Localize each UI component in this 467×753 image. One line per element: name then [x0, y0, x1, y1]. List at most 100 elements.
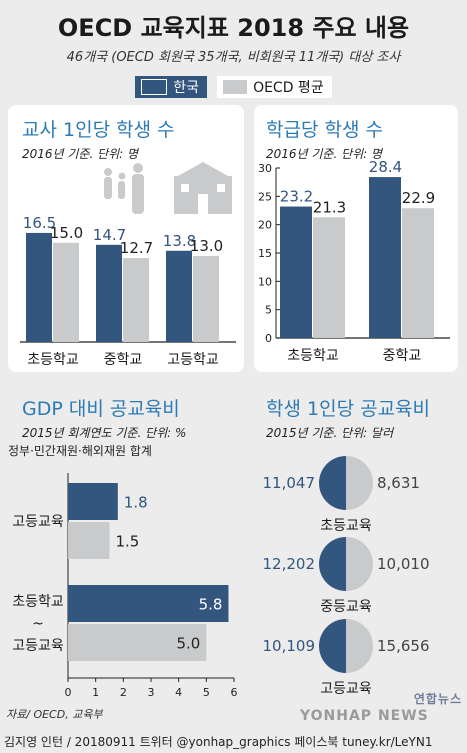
teacher-value-label: 15.0 — [50, 224, 83, 242]
spend-oecd-label: 15,656 — [377, 637, 430, 655]
spend-pie-oecd — [346, 619, 373, 673]
spend-pie-oecd — [346, 537, 373, 591]
spend-korea-label: 10,109 — [263, 637, 316, 655]
legend-oecd-swatch — [223, 80, 248, 94]
class-value-label: 23.2 — [280, 188, 313, 206]
legend-oecd-label: OECD 평균 — [253, 80, 324, 96]
teacher-chart-note: 2016년 기준. 단위: 명 — [22, 147, 139, 161]
gdp-category-label: 초등학교 — [12, 594, 64, 610]
gdp-bar — [68, 624, 207, 661]
gdp-x-tick-label: 3 — [148, 686, 155, 699]
spend-category-label: 중등교육 — [320, 599, 372, 615]
page-subtitle: 46개국 (OECD 회원국 35개국, 비회원국 11개국) 대상 조사 — [66, 50, 401, 65]
spend-chart-title: 학생 1인당 공교육비 — [266, 398, 431, 420]
school-icon — [174, 162, 232, 214]
teacher-chart-title: 교사 1인당 학생 수 — [22, 119, 175, 141]
gdp-x-tick-label: 2 — [120, 686, 127, 699]
credit-text: 김지영 인턴 / 20180911 트위터 @yonhap_graphics 페… — [4, 735, 433, 749]
gdp-x-tick-label: 0 — [65, 686, 72, 699]
legend: 한국 OECD 평균 — [0, 76, 467, 98]
teacher-value-label: 14.7 — [93, 226, 126, 244]
class-value-label: 28.4 — [369, 158, 402, 176]
teacher-chart: 16.515.0 초등학교 14.712.7 중학교 13.813.0 고등학교 — [20, 214, 236, 368]
legend-korea-swatch — [141, 79, 168, 95]
class-chart-note: 2016년 기준. 단위: 명 — [266, 147, 383, 161]
gdp-x-tick-label: 1 — [92, 686, 99, 699]
class-panel: 학급당 학생 수 2016년 기준. 단위: 명 0 5 10 15 20 25 30 23.… — [254, 105, 458, 372]
legend-oecd: OECD 평균 — [217, 76, 332, 98]
spend-pie-oecd — [346, 456, 373, 510]
footer-credit: 김지영 인턴 / 20180911 트위터 @yonhap_graphics 페… — [0, 730, 467, 750]
teacher-bar — [96, 244, 122, 342]
gdp-value-label: 5.0 — [176, 635, 200, 653]
spend-chart: 11,047 8,631 초등교육 12,202 10,010 중등교육 10,109 15,… — [263, 456, 430, 697]
gdp-x-tick-label: 6 — [231, 686, 238, 699]
class-category-label: 초등학교 — [287, 348, 339, 364]
gdp-chart: 0 1 2 3 4 5 6 1.8 1.5 고등교육 5.8 5.0 초등학교 ~ 고등교육 — [12, 473, 238, 699]
teacher-category-label: 고등학교 — [167, 352, 219, 368]
spend-korea-label: 12,202 — [263, 555, 316, 573]
class-y-tick-label: 30 — [258, 162, 272, 175]
teacher-value-label: 13.0 — [190, 237, 223, 255]
gdp-bar — [68, 585, 229, 622]
gdp-x-tick-label: 5 — [203, 686, 210, 699]
spend-pie-korea — [319, 537, 346, 591]
teacher-bar — [123, 258, 149, 342]
teacher-value-label: 12.7 — [120, 239, 153, 257]
class-y-tick-label: 20 — [258, 219, 272, 232]
gdp-value-label: 1.5 — [116, 533, 140, 551]
spend-oecd-label: 10,010 — [377, 555, 430, 573]
spend-korea-label: 11,047 — [263, 474, 316, 492]
logo-en: YONHAP NEWS — [300, 708, 429, 724]
spend-category-label: 고등교육 — [320, 681, 372, 697]
source-note: 자료/ OECD, 교육부 — [6, 708, 103, 721]
teacher-category-label: 초등학교 — [27, 352, 79, 368]
legend-korea: 한국 — [135, 76, 208, 98]
teacher-value-label: 13.8 — [163, 232, 196, 250]
gdp-panel: GDP 대비 공교육비 2015년 회계연도 기준. 단위: % 정부·민간재원… — [8, 388, 248, 718]
class-bar — [280, 206, 312, 338]
yonhap-logo: 연합뉴스 — [350, 690, 462, 707]
page-title: OECD 교육지표 2018 주요 내용 — [57, 14, 410, 42]
class-y-tick-label: 5 — [265, 304, 272, 317]
gdp-chart-note2: 정부·민간재원·해외재원 합계 — [8, 444, 152, 458]
teacher-category-label: 중학교 — [104, 352, 143, 368]
gdp-category-label: 고등교육 — [12, 638, 64, 654]
class-y-tick-label: 0 — [265, 332, 272, 345]
gdp-bar — [68, 483, 118, 520]
family-icon — [104, 163, 144, 214]
class-value-label: 21.3 — [313, 198, 346, 216]
spend-pie-korea — [319, 619, 346, 673]
teacher-bar — [53, 242, 79, 342]
spend-pie-korea — [319, 456, 346, 510]
teacher-value-label: 16.5 — [23, 214, 56, 232]
gdp-chart-title: GDP 대비 공교육비 — [22, 398, 180, 420]
teacher-panel: 교사 1인당 학생 수 2016년 기준. 단위: 명 16.5 15.0 초등학교… — [8, 105, 244, 372]
spend-chart-note: 2015년 기준. 단위: 달러 — [266, 426, 394, 440]
gdp-category-label: 고등교육 — [12, 514, 64, 530]
teacher-bar — [26, 232, 52, 342]
legend-korea-label: 한국 — [173, 80, 200, 96]
gdp-bar — [68, 522, 110, 559]
logo-kr: 연합뉴스 — [413, 692, 462, 706]
class-y-tick-label: 15 — [258, 247, 272, 260]
class-chart-title: 학급당 학생 수 — [266, 119, 383, 141]
family-school-icon — [104, 162, 232, 214]
class-value-label: 22.9 — [402, 189, 435, 207]
teacher-bar — [166, 250, 192, 342]
class-y-tick-label: 25 — [258, 190, 272, 203]
spend-category-label: 초등교육 — [320, 518, 372, 534]
class-bar — [369, 177, 401, 338]
class-bar — [402, 208, 434, 338]
teacher-bar — [193, 256, 219, 342]
spend-oecd-label: 8,631 — [377, 474, 420, 492]
class-bar — [313, 217, 345, 338]
spend-panel: 학생 1인당 공교육비 2015년 기준. 단위: 달러 11,047 8,631… — [254, 388, 464, 718]
gdp-value-label: 5.8 — [199, 596, 223, 614]
gdp-chart-note: 2015년 회계연도 기준. 단위: % — [22, 426, 187, 440]
class-category-label: 중학교 — [383, 348, 422, 364]
gdp-value-label: 1.8 — [124, 494, 148, 512]
gdp-x-tick-label: 4 — [175, 686, 182, 699]
class-y-tick-label: 10 — [258, 275, 272, 288]
